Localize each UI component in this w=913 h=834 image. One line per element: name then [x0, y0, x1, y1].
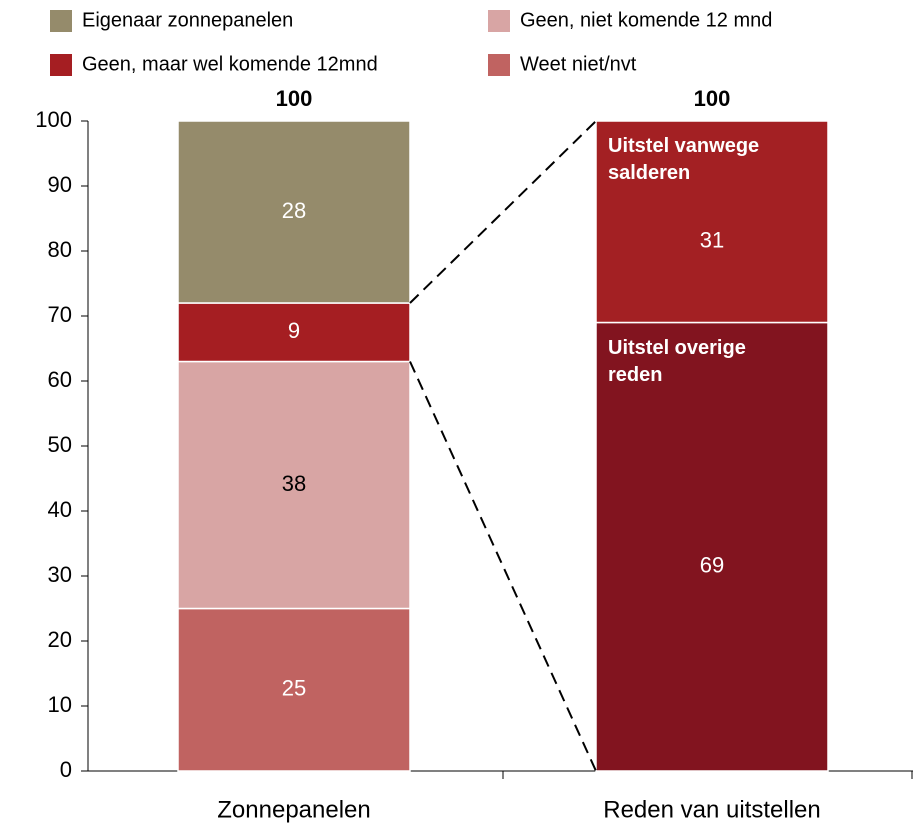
- value-label: 9: [288, 318, 300, 343]
- y-tick-label: 80: [48, 237, 72, 262]
- y-tick-label: 100: [35, 107, 72, 132]
- x-tick-label: Zonnepanelen: [217, 796, 370, 823]
- bar-segment: [595, 321, 829, 772]
- connector: [409, 361, 597, 772]
- value-label: 38: [282, 471, 306, 496]
- bar-segment: [595, 120, 829, 324]
- y-tick-label: 90: [48, 172, 72, 197]
- y-tick-label: 40: [48, 497, 72, 522]
- y-tick-label: 0: [60, 757, 72, 782]
- value-label: 69: [700, 553, 724, 578]
- value-label: 25: [282, 676, 306, 701]
- y-tick-label: 70: [48, 302, 72, 327]
- total-label: 100: [694, 86, 731, 111]
- legend-label: Geen, maar wel komende 12mnd: [82, 53, 378, 75]
- legend-swatch: [488, 10, 510, 32]
- y-tick-label: 50: [48, 432, 72, 457]
- bar-segment: [177, 120, 411, 304]
- y-tick-label: 10: [48, 692, 72, 717]
- x-tick-label: Reden van uitstellen: [603, 796, 820, 823]
- total-label: 100: [276, 86, 313, 111]
- bar-segment: [177, 302, 411, 363]
- value-label: 28: [282, 198, 306, 223]
- legend-label: Weet niet/nvt: [520, 53, 637, 75]
- connector: [409, 120, 597, 304]
- legend-swatch: [50, 10, 72, 32]
- y-tick-label: 60: [48, 367, 72, 392]
- legend-swatch: [488, 54, 510, 76]
- y-tick-label: 30: [48, 562, 72, 587]
- legend-swatch: [50, 54, 72, 76]
- bar-segment: [177, 360, 411, 610]
- legend-label: Geen, niet komende 12 mnd: [520, 9, 772, 31]
- bar-segment: [177, 607, 411, 772]
- segment-name: Uitstel vanwege salderen: [608, 135, 760, 184]
- legend-label: Eigenaar zonnepanelen: [82, 9, 293, 31]
- segment-name-text: Uitstel vanwege salderen: [608, 135, 760, 184]
- y-tick-label: 20: [48, 627, 72, 652]
- segment-name: Uitstel overige reden: [608, 336, 746, 386]
- segment-name-text: Uitstel overige reden: [608, 336, 746, 386]
- value-label: 31: [700, 228, 724, 253]
